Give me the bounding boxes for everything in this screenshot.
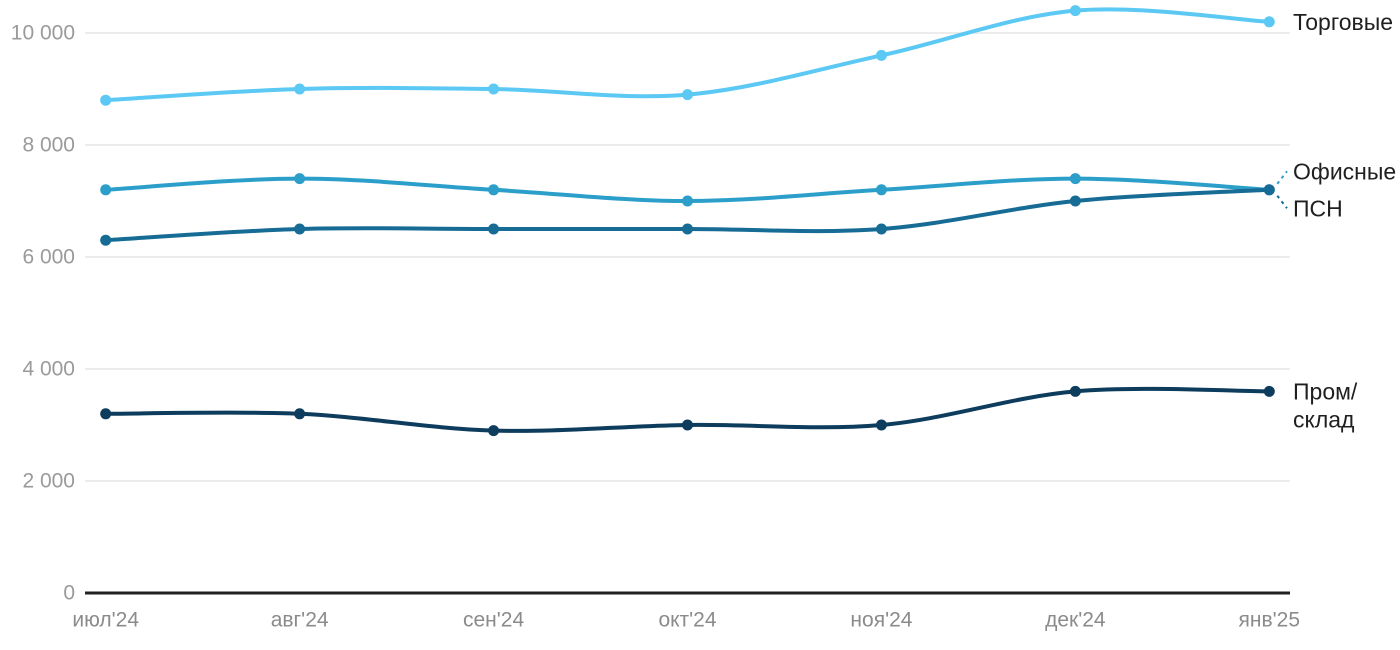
x-tick-label: авг'24 — [271, 609, 329, 632]
x-tick-label: сен'24 — [463, 609, 524, 632]
data-point[interactable] — [488, 83, 500, 95]
x-tick-label: окт'24 — [658, 609, 716, 632]
series-end-label-3: Пром/ — [1293, 378, 1358, 404]
x-tick-label: ноя'24 — [850, 609, 912, 632]
data-point[interactable] — [1069, 195, 1081, 207]
x-tick-label: дек'24 — [1045, 609, 1106, 632]
data-point[interactable] — [682, 89, 693, 101]
series-end-label-3: склад — [1293, 406, 1355, 432]
data-point[interactable] — [488, 223, 500, 235]
data-point[interactable] — [875, 419, 887, 431]
series-line-0 — [103, 7, 1272, 103]
data-point[interactable] — [682, 195, 693, 207]
data-point[interactable] — [100, 94, 112, 106]
y-tick-label: 0 — [63, 582, 75, 605]
data-point[interactable] — [875, 184, 887, 196]
data-point[interactable] — [1263, 184, 1275, 196]
data-point[interactable] — [294, 408, 306, 420]
data-point[interactable] — [100, 234, 112, 246]
data-point[interactable] — [488, 184, 500, 196]
data-point[interactable] — [875, 49, 887, 61]
series-end-label-0: Торговые — [1293, 9, 1393, 35]
data-point[interactable] — [682, 419, 693, 431]
y-tick-label: 10 000 — [11, 22, 75, 45]
y-tick-label: 6 000 — [22, 246, 75, 269]
label-leader-line — [1276, 170, 1288, 185]
data-point[interactable] — [1263, 16, 1275, 28]
y-tick-label: 8 000 — [22, 134, 75, 157]
data-point[interactable] — [100, 408, 112, 420]
data-point[interactable] — [100, 184, 112, 196]
data-point[interactable] — [1263, 385, 1275, 397]
data-point[interactable] — [294, 173, 306, 185]
data-point[interactable] — [682, 223, 693, 235]
data-point[interactable] — [1069, 173, 1081, 185]
y-tick-label: 2 000 — [22, 470, 75, 493]
label-leader-line — [1276, 195, 1288, 209]
data-point[interactable] — [294, 83, 306, 95]
data-point[interactable] — [1069, 5, 1081, 17]
series-end-label-2: ПСН — [1293, 195, 1343, 221]
series-end-label-1: Офисные — [1293, 158, 1396, 184]
data-point[interactable] — [294, 223, 306, 235]
data-point[interactable] — [1069, 385, 1081, 397]
y-tick-label: 4 000 — [22, 358, 75, 381]
data-point[interactable] — [488, 425, 500, 437]
data-point[interactable] — [875, 223, 887, 235]
x-tick-label: июл'24 — [72, 609, 139, 632]
x-tick-label: янв'25 — [1239, 609, 1301, 632]
